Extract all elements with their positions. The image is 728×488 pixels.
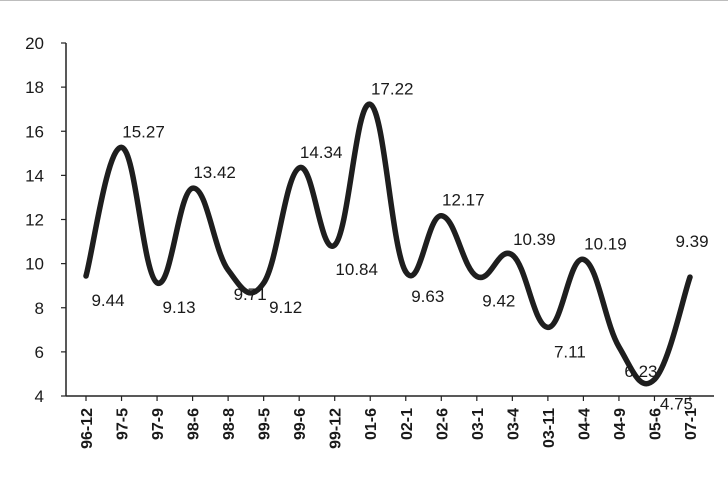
data-point xyxy=(296,165,302,171)
x-tick-label: 98-6 xyxy=(186,408,203,440)
data-point xyxy=(119,144,125,150)
data-point xyxy=(580,256,586,262)
y-tick-label-group: 4 6 8 10 12 14 16 18 20 xyxy=(25,34,44,406)
x-tick-label: 03-1 xyxy=(470,408,487,440)
x-tick-label: 98-8 xyxy=(221,408,238,440)
data-label: 9.13 xyxy=(163,298,196,317)
x-tick-label: 97-9 xyxy=(150,408,167,440)
data-label: 12.17 xyxy=(442,191,485,210)
y-tick-label: 10 xyxy=(25,255,44,274)
data-label: 10.84 xyxy=(335,260,378,279)
data-label: 10.19 xyxy=(584,234,627,253)
data-point xyxy=(332,242,338,248)
data-label: 9.71 xyxy=(234,285,267,304)
data-point xyxy=(225,267,231,273)
data-label: 6.23 xyxy=(624,362,657,381)
data-point xyxy=(509,252,515,258)
data-point xyxy=(687,274,693,280)
x-tick-label: 07-1 xyxy=(683,408,700,440)
data-label: 10.39 xyxy=(513,230,556,249)
data-label: 9.63 xyxy=(411,287,444,306)
data-point xyxy=(367,101,373,107)
data-point xyxy=(545,324,551,330)
x-tick-label: 02-1 xyxy=(399,408,416,440)
data-label: 9.39 xyxy=(675,232,708,251)
axes xyxy=(61,42,714,401)
x-tick-label: 99-12 xyxy=(328,408,345,449)
x-tick-label: 03-4 xyxy=(505,408,522,440)
y-tick-label: 4 xyxy=(35,387,44,406)
data-label-group: 9.44 15.27 9.13 13.42 9.719.12 14.34 10.84 17.2… xyxy=(91,79,708,413)
data-label: 17.22 xyxy=(371,79,414,98)
data-point xyxy=(154,280,160,286)
data-label: 4.75 xyxy=(660,394,693,413)
data-point xyxy=(403,269,409,275)
data-label: 13.42 xyxy=(193,163,236,182)
y-tick-label: 6 xyxy=(35,343,44,362)
x-tick-label: 04-9 xyxy=(612,408,629,440)
data-point xyxy=(651,376,657,382)
x-tick-label: 96-12 xyxy=(79,408,96,449)
data-label: 15.27 xyxy=(122,122,165,141)
data-point xyxy=(83,273,89,279)
x-tick-label: 97-5 xyxy=(115,408,132,440)
y-tick-label: 20 xyxy=(25,34,44,53)
y-tick-label: 16 xyxy=(25,122,44,141)
x-tick-label: 99-6 xyxy=(292,408,309,440)
data-label: 9.12 xyxy=(269,298,302,317)
x-tick-label: 01-6 xyxy=(363,408,380,440)
series-line-group xyxy=(83,101,693,387)
x-tick-label: 05-6 xyxy=(647,408,664,440)
data-label: 9.42 xyxy=(482,291,515,310)
data-point xyxy=(190,185,196,191)
y-tick-label: 12 xyxy=(25,211,44,230)
x-tick-label-group: 96-12 97-5 97-9 98-6 98-8 99-5 99-6 99-12 01-6 02… xyxy=(79,408,700,449)
x-tick-label: 02-6 xyxy=(434,408,451,440)
x-tick-label: 04-4 xyxy=(576,408,593,440)
data-label: 7.11 xyxy=(554,342,586,361)
data-point xyxy=(616,344,622,350)
data-label: 14.34 xyxy=(300,143,343,162)
data-point xyxy=(438,213,444,219)
y-tick-label: 14 xyxy=(25,166,44,185)
y-tick-label: 18 xyxy=(25,78,44,97)
data-point xyxy=(474,273,480,279)
x-tick-label: 99-5 xyxy=(257,408,274,440)
y-tick-label: 8 xyxy=(35,299,44,318)
x-tick-label: 03-11 xyxy=(541,408,558,448)
data-label: 9.44 xyxy=(91,291,124,310)
data-point xyxy=(261,280,267,286)
